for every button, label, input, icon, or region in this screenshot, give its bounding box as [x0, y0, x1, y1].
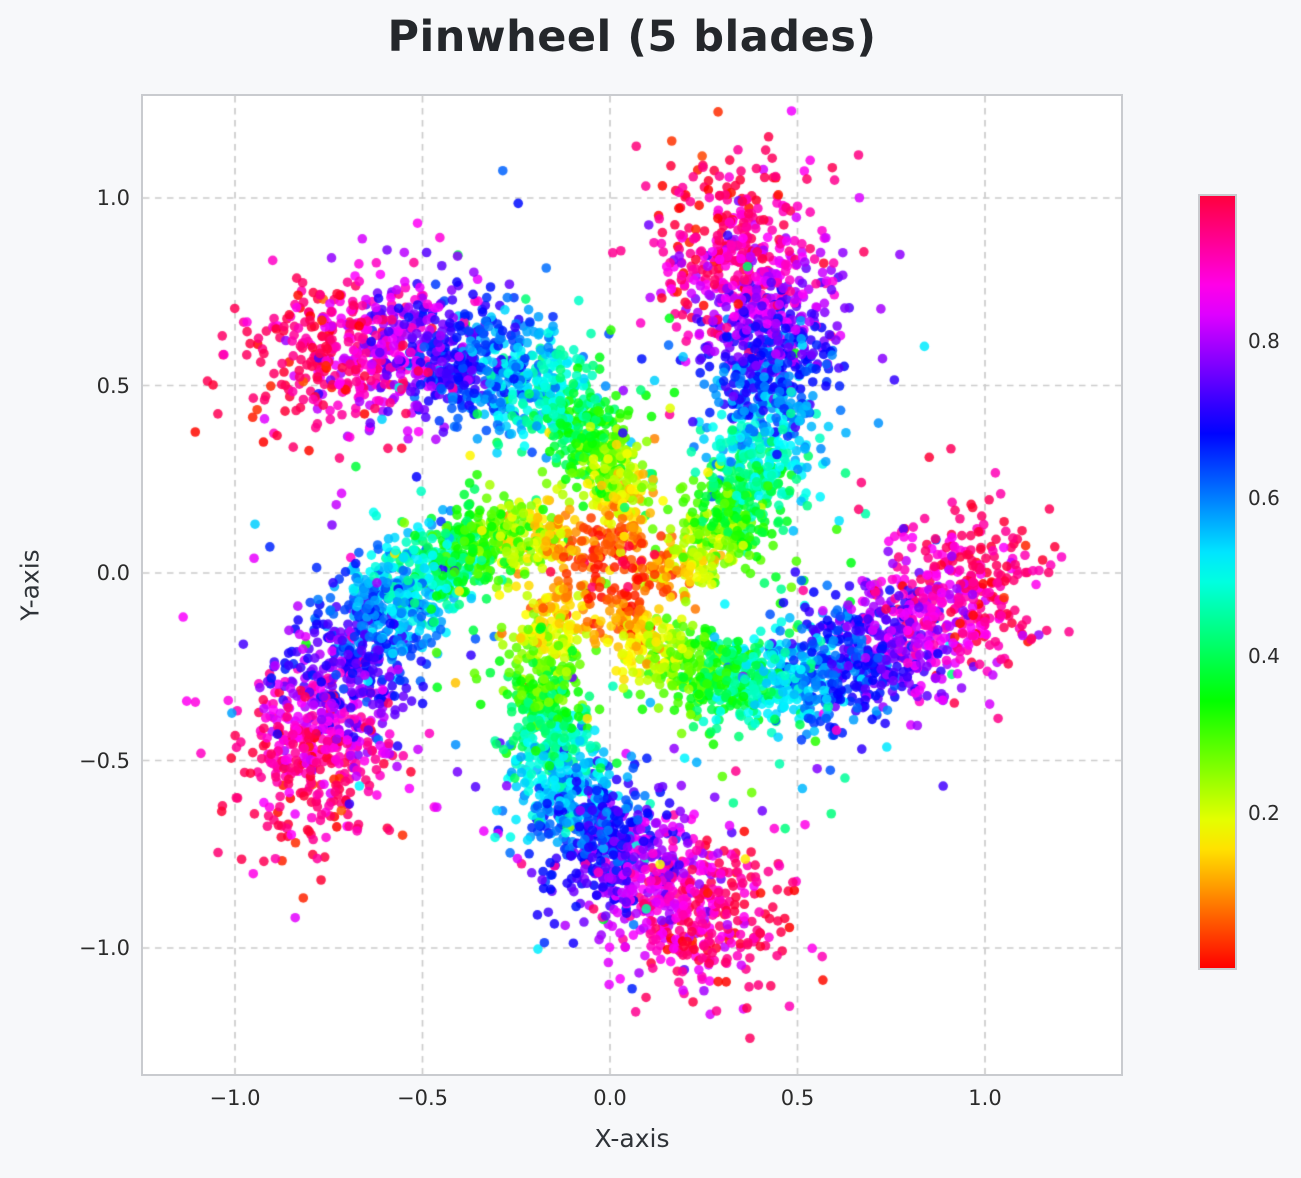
colorbar-tick-label: 0.6: [1248, 486, 1280, 511]
x-tick-label: 0.5: [780, 1086, 815, 1110]
y-tick-label: 0.5: [96, 373, 130, 398]
y-tick-label: 1.0: [96, 186, 130, 210]
colorbar-tick-label: 0.8: [1248, 329, 1280, 354]
colorbar-tick-label: 0.4: [1248, 643, 1280, 668]
x-tick-label: −0.5: [397, 1086, 448, 1110]
x-axis-label: X-axis: [594, 1124, 670, 1153]
x-tick-label: −1.0: [209, 1086, 261, 1110]
y-tick-label: −1.0: [79, 936, 130, 960]
colorbar: [1198, 194, 1237, 970]
y-tick-label: 0.0: [96, 561, 130, 585]
x-tick-label: 0.0: [593, 1086, 627, 1110]
y-axis-label: Y-axis: [15, 549, 45, 621]
y-tick-label: −0.5: [79, 748, 130, 773]
chart-title: Pinwheel (5 blades): [387, 12, 877, 62]
plot-area: [141, 94, 1123, 1076]
x-tick-label: 1.0: [968, 1086, 1002, 1110]
colorbar-gradient: [1200, 196, 1235, 968]
scatter-canvas: [143, 96, 1121, 1074]
colorbar-tick-label: 0.2: [1248, 800, 1280, 825]
